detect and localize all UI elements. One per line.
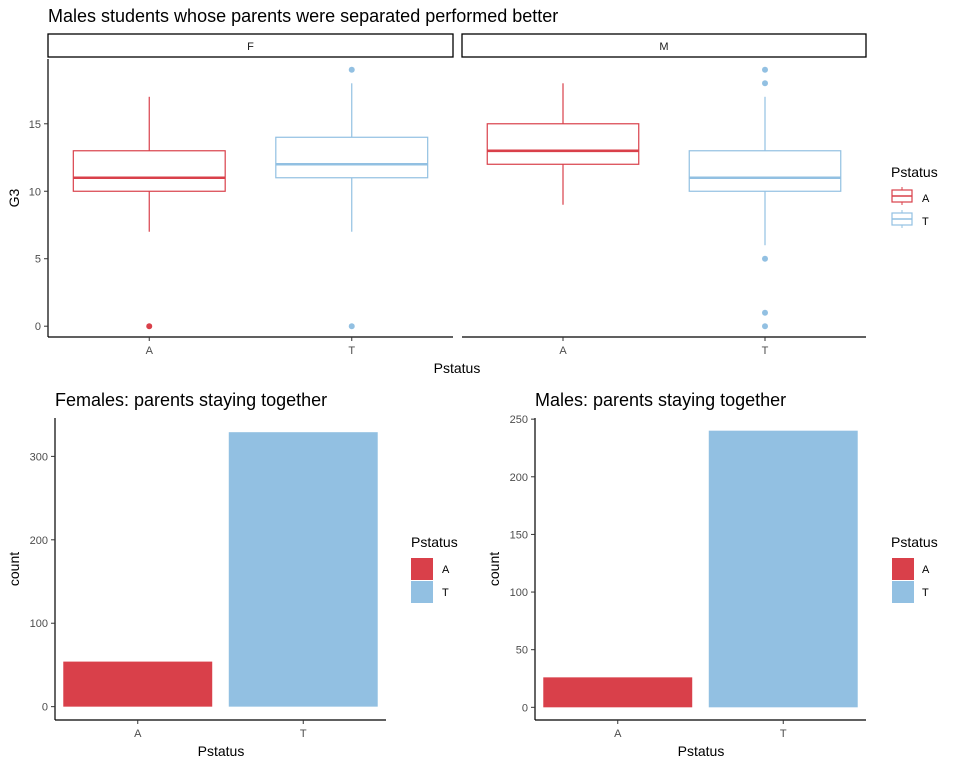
females-x-axis-label: Pstatus (198, 743, 245, 759)
facet-strip-f (47, 33, 454, 58)
boxplot-legend-key-t (891, 210, 913, 228)
females-bar-t (228, 432, 378, 707)
females-legend-title: Pstatus (411, 534, 458, 550)
males-legend-label-a: A (922, 564, 930, 576)
females-x-tick-label-t: T (300, 728, 307, 740)
males-x-tick-label-a: A (614, 728, 622, 740)
males-bar-t (708, 430, 858, 708)
y-tick-label-10: 10 (29, 186, 41, 198)
y-tick-label-0: 0 (35, 321, 41, 333)
facet-strip-label-m: M (659, 41, 668, 53)
facet-strip-m (461, 33, 867, 58)
box-m-t (688, 150, 842, 192)
boxplot-title: Males students whose parents were separa… (48, 6, 558, 26)
males-legend-key-t (892, 581, 914, 603)
males-y-tick-label-100: 100 (510, 587, 528, 599)
females-legend-label-a: A (442, 564, 450, 576)
males-legend-key-a (892, 558, 914, 580)
males-y-tick-label-250: 250 (510, 414, 528, 426)
boxplot-legend-label-t: T (922, 216, 929, 228)
outlier-point-m-t-3 (762, 309, 768, 316)
outlier-point-m-t-0 (762, 66, 768, 73)
females-legend-label-t: T (442, 587, 449, 599)
x-tick-label-m-a: A (559, 345, 567, 357)
y-tick-label-5: 5 (35, 254, 41, 266)
outlier-point-f-t-1 (348, 323, 355, 330)
outlier-point-m-t-4 (762, 323, 768, 330)
males-y-tick-label-150: 150 (510, 529, 528, 541)
females-y-tick-label-200: 200 (30, 535, 48, 547)
males-y-tick-label-50: 50 (516, 645, 528, 657)
boxplot-legend-key-a (891, 187, 913, 205)
y-tick-label-15: 15 (29, 119, 41, 131)
boxplot-legend-label-a: A (922, 193, 930, 205)
males-y-axis-label: count (486, 552, 502, 586)
outlier-point-f-a-0 (146, 323, 153, 330)
box-m-a (486, 123, 640, 165)
males-legend-title: Pstatus (891, 534, 938, 550)
males-y-tick-label-0: 0 (522, 702, 528, 714)
females-bar-title: Females: parents staying together (55, 390, 327, 410)
boxplot-y-axis-label: G3 (6, 188, 22, 207)
boxplot-legend-title: Pstatus (891, 164, 938, 180)
box-f-a (72, 150, 226, 192)
males-legend: Pstatus A T (891, 534, 938, 603)
males-x-tick-label-t: T (780, 728, 787, 740)
females-y-tick-label-100: 100 (30, 618, 48, 630)
box-f-t (275, 136, 429, 179)
males-legend-label-t: T (922, 587, 929, 599)
males-bar-a (543, 677, 693, 708)
females-y-axis-label: count (6, 552, 22, 586)
females-x-tick-label-a: A (134, 728, 142, 740)
x-tick-label-f-t: T (348, 345, 355, 357)
outlier-point-m-t-1 (762, 80, 768, 87)
facet-strip-label-f: F (247, 41, 254, 53)
x-tick-label-f-a: A (146, 345, 154, 357)
boxplot-x-axis-label: Pstatus (434, 360, 481, 376)
females-legend: Pstatus A T (411, 534, 458, 603)
females-legend-key-t (411, 581, 433, 603)
x-tick-label-m-t: T (762, 345, 769, 357)
males-bar-title: Males: parents staying together (535, 390, 786, 410)
boxplot-legend: Pstatus A T (891, 164, 938, 228)
females-legend-key-a (411, 558, 433, 580)
females-y-tick-label-300: 300 (30, 451, 48, 463)
females-y-tick-label-0: 0 (42, 702, 48, 714)
males-y-tick-label-200: 200 (510, 472, 528, 484)
outlier-point-m-t-2 (762, 255, 768, 262)
outlier-point-f-t-0 (348, 66, 355, 73)
males-x-axis-label: Pstatus (678, 743, 725, 759)
females-bar-a (63, 661, 213, 707)
